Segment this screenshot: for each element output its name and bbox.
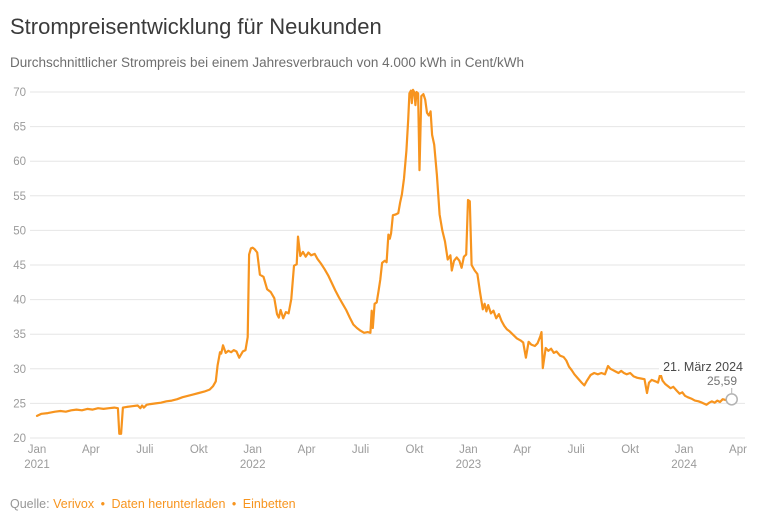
y-tick-label-35: 35 — [13, 329, 26, 341]
source-label: Quelle: — [10, 497, 50, 511]
x-tick-label-12: Jan — [243, 444, 262, 456]
x-tick-label-6: Juli — [136, 444, 153, 456]
x-tick-year-2022: 2022 — [240, 459, 266, 471]
x-tick-label-39: Apr — [729, 444, 747, 456]
annotation-value-label: 25,59 — [704, 374, 739, 388]
x-tick-year-2023: 2023 — [456, 459, 482, 471]
x-tick-year-2024: 2024 — [671, 459, 697, 471]
page-subtitle: Durchschnittlicher Strompreis bei einem … — [10, 55, 524, 70]
download-data-link[interactable]: Daten herunterladen — [111, 497, 226, 511]
source-link-verivox[interactable]: Verivox — [53, 497, 95, 511]
x-tick-label-3: Apr — [82, 444, 100, 456]
y-tick-label-55: 55 — [13, 191, 26, 203]
x-tick-label-24: Jan — [459, 444, 478, 456]
footer-separator: • — [100, 497, 105, 511]
y-tick-label-45: 45 — [13, 260, 26, 272]
annotation-date-label: 21. März 2024 — [659, 360, 747, 375]
x-tick-label-0: Jan — [28, 444, 47, 456]
x-tick-label-21: Okt — [406, 444, 425, 456]
embed-link[interactable]: Einbetten — [242, 497, 296, 511]
series-end-marker — [725, 393, 738, 406]
chart-footer: Quelle: Verivox • Daten herunterladen • … — [10, 497, 296, 511]
y-tick-label-65: 65 — [13, 122, 26, 134]
x-tick-year-2021: 2021 — [24, 459, 50, 471]
x-tick-label-36: Jan — [675, 444, 694, 456]
x-tick-label-18: Juli — [352, 444, 369, 456]
y-tick-label-25: 25 — [13, 398, 26, 410]
footer-separator: • — [231, 497, 237, 511]
y-tick-label-30: 30 — [13, 364, 26, 376]
x-tick-label-33: Okt — [621, 444, 640, 456]
x-tick-label-9: Okt — [190, 444, 209, 456]
x-tick-label-15: Apr — [298, 444, 316, 456]
page-title: Strompreisentwicklung für Neukunden — [10, 14, 382, 39]
y-tick-label-50: 50 — [13, 225, 26, 237]
y-tick-label-20: 20 — [13, 433, 26, 445]
x-tick-label-27: Apr — [513, 444, 531, 456]
y-tick-label-70: 70 — [13, 87, 26, 99]
price-series-line — [35, 88, 733, 435]
y-tick-label-40: 40 — [13, 295, 26, 307]
price-line-chart: 20 25 30 35 40 45 50 55 60 65 70 Jan 2021 Apr Juli Okt J… — [13, 87, 747, 471]
x-tick-label-30: Juli — [568, 444, 585, 456]
y-tick-label-60: 60 — [13, 156, 26, 168]
